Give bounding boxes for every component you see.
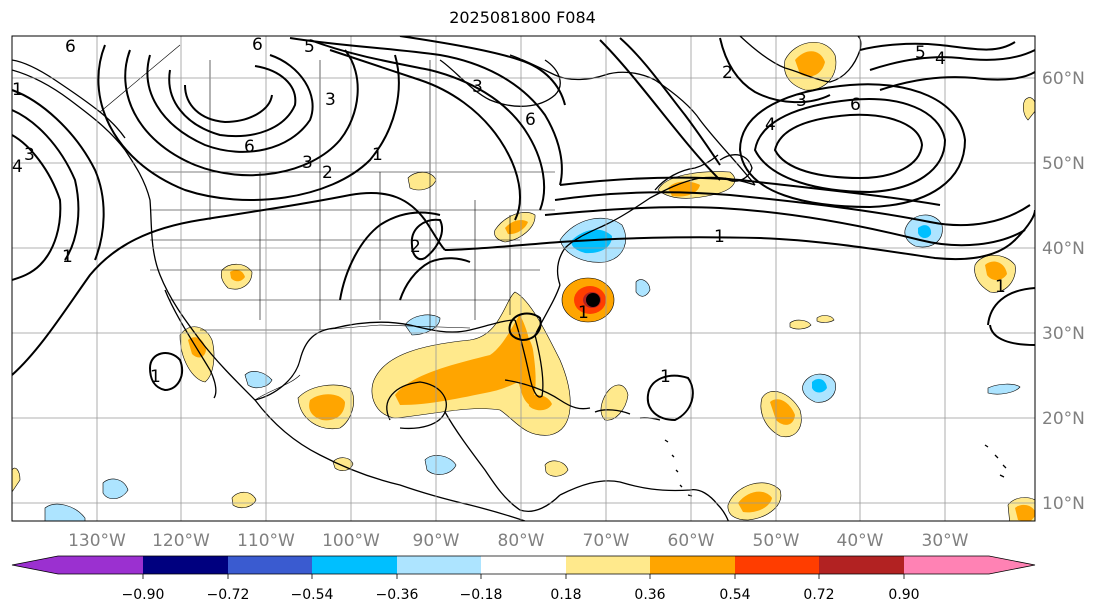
lon-label: 60°W [668, 531, 715, 551]
shade-mex-blue [244, 371, 273, 389]
contour-label: 6 [244, 137, 255, 157]
contours [12, 36, 1035, 422]
shade-small-blue-1 [635, 279, 651, 297]
shade-small-blue-2 [987, 383, 1021, 395]
colorbar [11, 555, 1036, 579]
colorbar-tick: 0.54 [719, 587, 750, 603]
colorbar-tick: −0.90 [122, 587, 165, 603]
contour-label: 3 [796, 91, 807, 111]
shade-cuba-orange [528, 394, 552, 411]
colorbar-tick: 0.90 [888, 587, 919, 603]
lat-label: 60°N [1042, 69, 1085, 89]
contour-label: 3 [24, 145, 35, 165]
contour-label: 3 [302, 153, 313, 173]
contour-label: 2 [410, 237, 421, 257]
map-title: 2025081800 F084 [449, 8, 596, 27]
shade-pac-blue-1 [102, 478, 129, 499]
lon-label: 100°W [322, 531, 380, 551]
colorbar-over-triangle [989, 556, 1035, 574]
colorbar-bin [904, 556, 989, 574]
shade-gulf-orange [395, 315, 532, 405]
contour-label: 4 [12, 157, 23, 177]
contour-label: 6 [252, 35, 263, 55]
lat-label: 40°N [1042, 239, 1085, 259]
contour-label: 1 [12, 80, 23, 100]
colorbar-tick: −0.36 [376, 587, 419, 603]
lat-axis: 60°N 50°N 40°N 30°N 20°N 10°N [1042, 69, 1085, 514]
colorbar-bin [397, 556, 481, 574]
shade-small-yellow-2 [789, 319, 812, 330]
contour-label: 4 [765, 115, 776, 135]
lon-label: 40°W [837, 531, 884, 551]
shade-ca-blue [424, 455, 457, 475]
shade-small-yellow-3 [816, 315, 835, 323]
lon-label: 50°W [753, 531, 800, 551]
shade-hurricane [561, 277, 615, 323]
colorbar-bin [650, 556, 735, 574]
contour-label: 1 [62, 247, 73, 267]
lon-label: 120°W [152, 531, 210, 551]
lon-label: 110°W [237, 531, 295, 551]
colorbar-bin [228, 556, 312, 574]
contour-label: 3 [325, 90, 336, 110]
contour-label: 4 [935, 49, 946, 69]
contour-label: 6 [850, 95, 861, 115]
colorbar-bin [58, 556, 143, 574]
colorbar-bin [312, 556, 397, 574]
shade-pac-blue-2 [44, 503, 86, 521]
colorbar-tick: −0.54 [291, 587, 334, 603]
shade-small-yellow-1 [544, 460, 569, 477]
contour-label: 6 [525, 110, 536, 130]
contour-label: 1 [372, 145, 383, 165]
lon-label: 30°W [922, 531, 969, 551]
contour-labels: 6 6 5 3 6 3 2 1 6 2 3 4 6 5 4 1 1 1 2 1 … [12, 35, 1006, 387]
map-background [12, 36, 1035, 521]
colorbar-ticks: −0.90 −0.72 −0.54 −0.36 −0.18 0.18 0.36 … [122, 587, 920, 603]
lon-label: 90°W [413, 531, 460, 551]
contour-label: 2 [722, 63, 733, 83]
lat-label: 50°N [1042, 154, 1085, 174]
shade-pac-yellow-2 [332, 457, 354, 471]
lon-label: 70°W [583, 531, 630, 551]
colorbar-tick: −0.18 [460, 587, 503, 603]
lon-label: 130°W [68, 531, 126, 551]
shade-florida [515, 334, 536, 405]
contour-label: 1 [714, 227, 725, 247]
contour-label: 6 [65, 37, 76, 57]
contour-label: 2 [322, 163, 333, 183]
shade-pac-yellow-3 [12, 467, 21, 493]
colorbar-tick: −0.72 [207, 587, 250, 603]
shade-pac-yellow-1 [231, 491, 257, 509]
shade-small-yellow-4 [1023, 97, 1035, 121]
colorbar-tick: 0.72 [803, 587, 834, 603]
map-frame [11, 35, 1036, 522]
lat-label: 10°N [1042, 494, 1085, 514]
colorbar-tick: 0.18 [550, 587, 581, 603]
coastlines [12, 36, 1007, 521]
colorbar-tick: 0.36 [634, 587, 665, 603]
contour-label: 1 [660, 367, 671, 387]
contour-label: 5 [915, 43, 926, 63]
lon-label: 80°W [498, 531, 545, 551]
colorbar-bin [566, 556, 650, 574]
colorbar-bin [481, 556, 566, 574]
colorbar-under-triangle [12, 556, 58, 574]
colorbar-bin [143, 556, 228, 574]
contour-label: 3 [472, 77, 483, 97]
lon-axis: 130°W 120°W 110°W 100°W 90°W 80°W 70°W 6… [68, 531, 969, 551]
contour-label: 1 [578, 303, 589, 323]
contour-label: 1 [150, 367, 161, 387]
colorbar-bin [819, 556, 904, 574]
colorbar-bin [735, 556, 819, 574]
graticule [12, 36, 1035, 521]
contour-label: 1 [995, 277, 1006, 297]
lat-label: 20°N [1042, 409, 1085, 429]
contour-label: 5 [304, 37, 315, 57]
lat-label: 30°N [1042, 324, 1085, 344]
